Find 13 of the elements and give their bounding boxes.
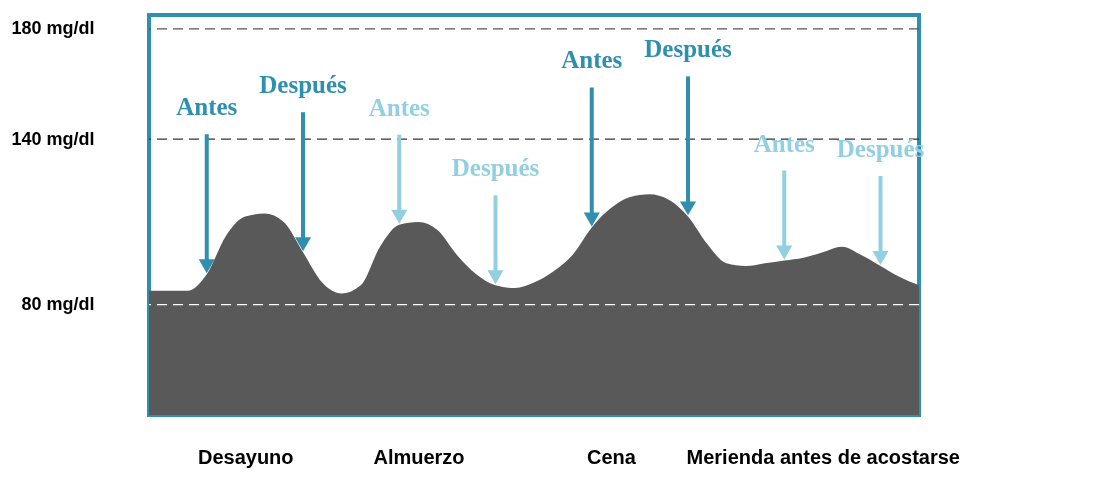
x-tick-label: Merienda antes de acostarse bbox=[686, 445, 960, 468]
x-tick-label: Cena bbox=[587, 445, 637, 468]
annotation: Después bbox=[259, 71, 348, 99]
annotation: Antes bbox=[368, 93, 431, 121]
x-tick-label: Desayuno bbox=[197, 445, 294, 468]
y-tick-label: 180 mg/dl bbox=[11, 18, 95, 39]
annotation: Antes bbox=[561, 46, 623, 74]
y-tick-label: 80 mg/dl bbox=[21, 294, 95, 315]
x-tick-label: Almuerzo bbox=[373, 445, 465, 468]
y-tick-label: 140 mg/dl bbox=[11, 128, 95, 149]
annotation: Después bbox=[451, 154, 540, 182]
annotation: Antes bbox=[176, 93, 238, 121]
annotation: Después bbox=[644, 35, 733, 63]
